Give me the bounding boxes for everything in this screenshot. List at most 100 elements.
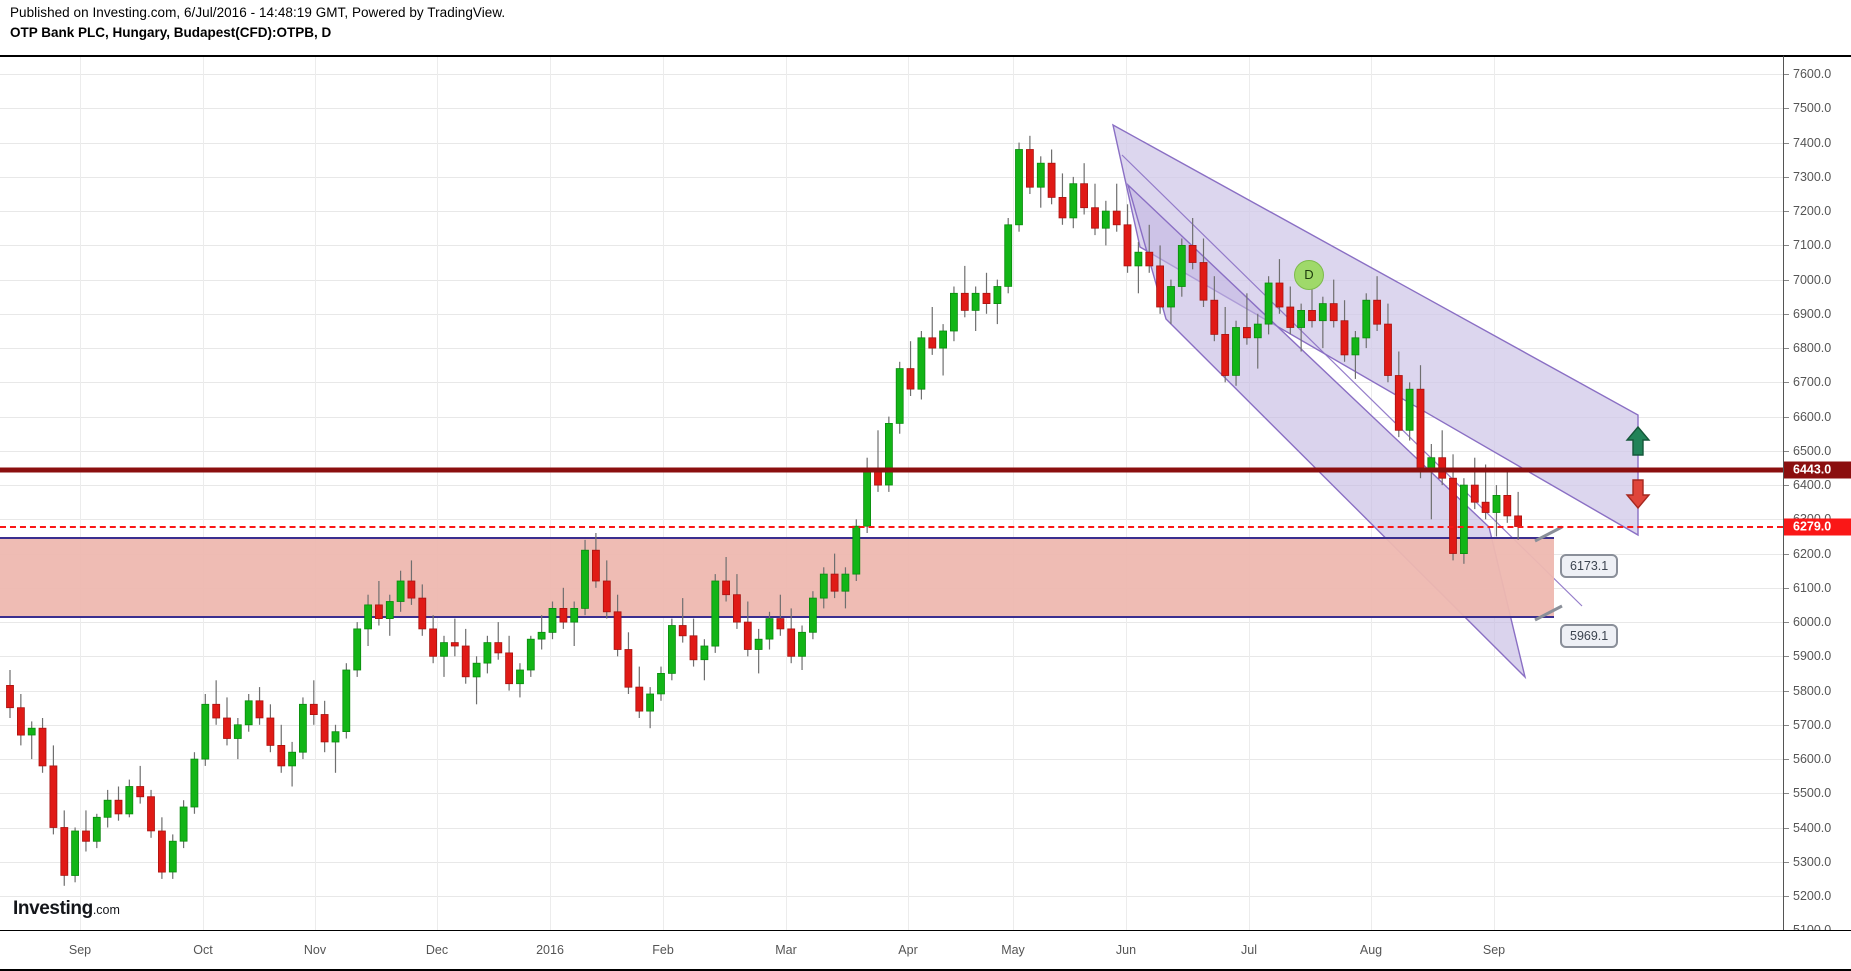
candle-body: [516, 669, 524, 685]
candle-body: [277, 745, 286, 767]
candle-body: [798, 631, 806, 657]
gridline-horizontal: [0, 861, 1783, 863]
price-axis-label: 5400.0: [1793, 820, 1832, 835]
candle-body: [1481, 501, 1490, 513]
price-axis-label: 5900.0: [1793, 649, 1832, 664]
price-axis-label: 6000.0: [1793, 615, 1832, 630]
candle-body: [1134, 251, 1143, 267]
candle-body: [1449, 477, 1457, 554]
candle-body: [342, 669, 351, 732]
candle-body: [1145, 251, 1154, 267]
candle-body: [635, 686, 644, 712]
callout-lower-value[interactable]: 5969.1: [1560, 624, 1619, 648]
price-tick: [1784, 622, 1789, 624]
candle-body: [385, 601, 394, 620]
candle-body: [1329, 303, 1338, 322]
price-tick: [1784, 896, 1789, 897]
price-axis-label: 6800.0: [1793, 341, 1832, 356]
candle-body: [1167, 286, 1175, 308]
price-axis-label: 5700.0: [1793, 717, 1832, 732]
gridline-horizontal: [0, 759, 1783, 761]
gridline-vertical: [315, 57, 316, 932]
gridline-vertical: [550, 57, 551, 932]
candle-body: [244, 700, 253, 726]
candle-body: [895, 368, 904, 424]
support-zone: [0, 538, 1554, 617]
price-tick: [1784, 553, 1789, 555]
candle-body: [1253, 323, 1262, 339]
candle-body: [27, 727, 36, 736]
candle-body: [505, 652, 514, 685]
investing-com-watermark: Investing.com: [13, 898, 120, 920]
price-axis[interactable]: 7600.0 7500.0 7400.0 7300.0 7200.0 7100.0 7000…: [1783, 55, 1851, 937]
price-tick: [1784, 690, 1789, 692]
candle-body: [353, 628, 362, 671]
candle-body: [885, 422, 893, 486]
candle-body: [592, 549, 600, 582]
candle-body: [722, 580, 730, 596]
candle-body: [1015, 149, 1023, 226]
candle-body: [1199, 262, 1208, 301]
candle-body: [1091, 207, 1099, 229]
candle-body: [288, 751, 297, 767]
price-axis-label: 7200.0: [1793, 204, 1832, 219]
gridline-horizontal: [0, 690, 1783, 692]
time-axis[interactable]: Sep Oct Nov Dec 2016 Feb Mar Apr May Jun Jul Aug Sep: [0, 930, 1851, 971]
candle-body: [733, 594, 741, 623]
price-axis-label: 5500.0: [1793, 786, 1832, 801]
gridline-horizontal: [0, 74, 1783, 76]
candle-body: [754, 638, 763, 650]
candle-body: [320, 714, 329, 743]
gridline-vertical: [1249, 57, 1250, 932]
last-price-line: [0, 525, 1783, 528]
candle-body: [809, 597, 817, 633]
time-axis-label: Sep: [68, 943, 92, 957]
candle-body: [103, 799, 112, 818]
gridline-vertical: [203, 57, 204, 932]
candle-body: [1036, 162, 1045, 188]
candle-body: [787, 628, 796, 657]
callout-upper-value[interactable]: 6173.1: [1560, 554, 1619, 578]
price-axis-label: 6100.0: [1793, 580, 1832, 595]
candle-body: [917, 337, 926, 390]
price-axis-label: 6400.0: [1793, 478, 1832, 493]
price-axis-label: 7400.0: [1793, 135, 1832, 150]
time-axis-label: Apr: [898, 943, 918, 957]
candle-body: [1492, 494, 1501, 513]
candle-body: [906, 368, 915, 390]
candle-body: [1058, 196, 1067, 219]
candle-body: [374, 604, 383, 620]
price-tick: [1784, 450, 1789, 452]
candle-body: [461, 645, 470, 678]
gridline-horizontal: [0, 519, 1783, 521]
candle-body: [1232, 327, 1240, 376]
price-axis-label: 6700.0: [1793, 375, 1832, 390]
candle-body: [537, 631, 546, 640]
price-badge-6443[interactable]: 6443.0: [1784, 461, 1851, 479]
price-axis-label: 6600.0: [1793, 409, 1832, 424]
price-tick: [1784, 313, 1789, 315]
price-badge-6279[interactable]: 6279.0: [1784, 518, 1851, 535]
candle-body: [971, 292, 980, 311]
price-tick: [1784, 279, 1789, 281]
time-axis-label: May: [1001, 943, 1025, 957]
candle-body: [440, 642, 448, 657]
candle-body: [624, 649, 633, 688]
chart-plot-area[interactable]: D 6173.1 5969.1 Investing.com: [0, 55, 1783, 932]
candle-body: [429, 628, 438, 657]
candle-body: [678, 625, 687, 637]
drawing-overlay: [0, 123, 1639, 886]
candle-body: [125, 786, 134, 815]
price-tick: [1784, 656, 1789, 658]
candle-body: [939, 330, 947, 349]
price-tick: [1784, 382, 1789, 384]
resistance-price-line: [0, 467, 1783, 473]
candle-body: [1416, 388, 1425, 472]
time-axis-label: Jun: [1115, 943, 1137, 957]
gridline-horizontal: [0, 827, 1783, 829]
candle-body: [212, 703, 221, 719]
down-arrow-icon: [1625, 478, 1651, 510]
candlestick-series: [6, 135, 1522, 886]
gridline-vertical: [663, 57, 664, 932]
dividend-marker-icon[interactable]: D: [1294, 260, 1324, 290]
